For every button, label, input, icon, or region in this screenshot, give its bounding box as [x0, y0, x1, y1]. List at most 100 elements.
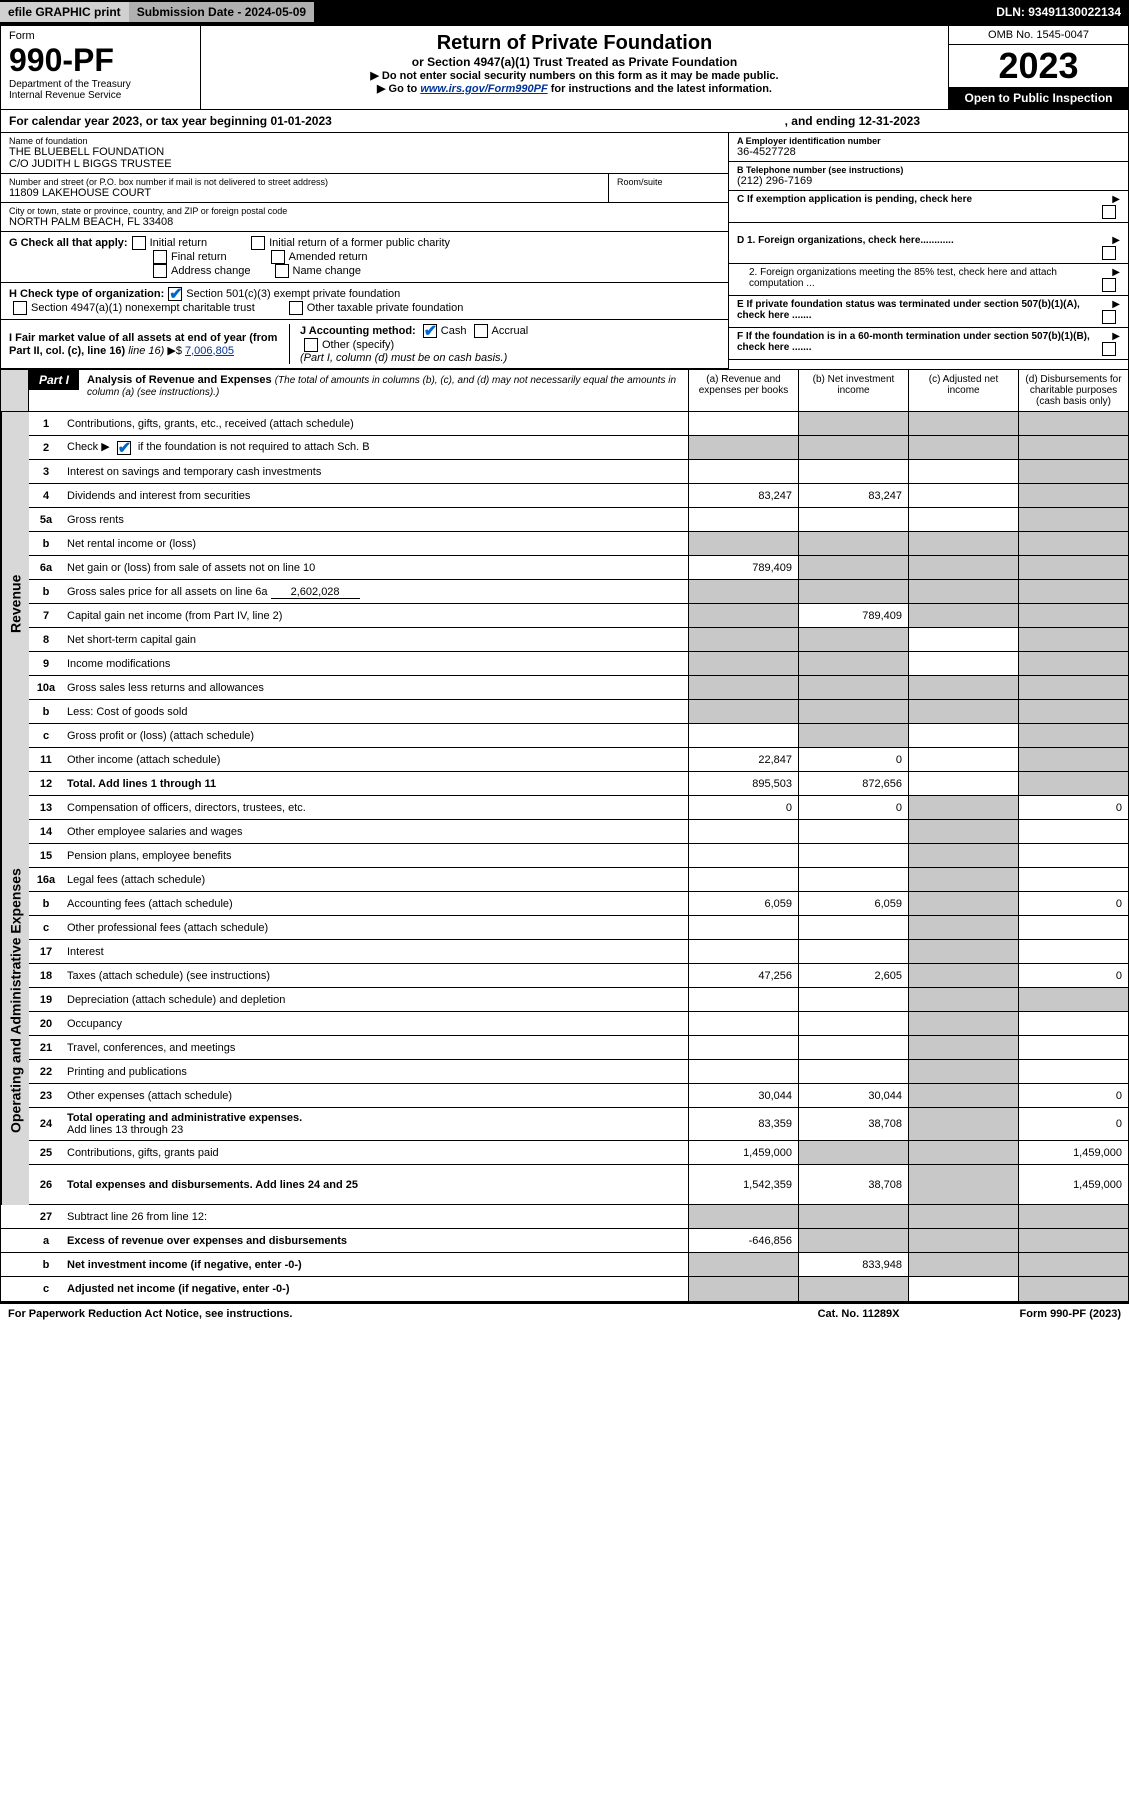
calendar-row: For calendar year 2023, or tax year begi…	[0, 110, 1129, 133]
dln: DLN: 93491130022134	[996, 5, 1129, 19]
h-row: H Check type of organization: Section 50…	[1, 283, 728, 320]
revenue-side-label: Revenue	[1, 412, 29, 796]
opt-initial-former: Initial return of a former public charit…	[269, 237, 450, 249]
chk-cash[interactable]	[423, 324, 437, 338]
part1-title: Analysis of Revenue and Expenses	[87, 374, 272, 386]
l19-desc: Depreciation (attach schedule) and deple…	[63, 990, 688, 1010]
addr-label: Number and street (or P.O. box number if…	[9, 177, 600, 187]
chk-other-acct[interactable]	[304, 338, 318, 352]
l26-a: 1,542,359	[688, 1165, 798, 1204]
c-checkbox[interactable]	[1102, 205, 1116, 219]
chk-name[interactable]	[275, 264, 289, 278]
ij-row: I Fair market value of all assets at end…	[1, 320, 728, 369]
l17-desc: Interest	[63, 942, 688, 962]
l25-a: 1,459,000	[688, 1141, 798, 1164]
l12-a: 895,503	[688, 772, 798, 795]
chk-initial-former[interactable]	[251, 236, 265, 250]
chk-4947[interactable]	[13, 301, 27, 315]
l16c-desc: Other professional fees (attach schedule…	[63, 918, 688, 938]
l4-a: 83,247	[688, 484, 798, 507]
l22-desc: Printing and publications	[63, 1062, 688, 1082]
chk-amended[interactable]	[271, 250, 285, 264]
l20-desc: Occupancy	[63, 1014, 688, 1034]
l4-desc: Dividends and interest from securities	[63, 486, 688, 506]
d2-chk[interactable]	[1102, 278, 1116, 292]
opt-cash: Cash	[441, 325, 467, 337]
d1-chk[interactable]	[1102, 246, 1116, 260]
l24-b: 38,708	[798, 1108, 908, 1140]
l16b-d: 0	[1018, 892, 1128, 915]
city-value: NORTH PALM BEACH, FL 33408	[9, 216, 720, 228]
l27c-desc: Adjusted net income (if negative, enter …	[63, 1279, 688, 1299]
note-ssn: ▶ Do not enter social security numbers o…	[221, 69, 928, 82]
dept-irs: Internal Revenue Service	[9, 90, 192, 101]
l10b-desc: Less: Cost of goods sold	[63, 702, 688, 722]
opt-4947: Section 4947(a)(1) nonexempt charitable …	[31, 302, 255, 314]
l5b-desc: Net rental income or (loss)	[63, 534, 688, 554]
efile-label[interactable]: efile GRAPHIC print	[0, 2, 129, 22]
room-col: Room/suite	[608, 174, 728, 202]
col-d-header: (d) Disbursements for charitable purpose…	[1018, 370, 1128, 411]
i-arrow: ▶$	[167, 345, 182, 357]
c-cell: C If exemption application is pending, c…	[729, 191, 1128, 223]
footer: For Paperwork Reduction Act Notice, see …	[0, 1303, 1129, 1324]
e-label: E If private foundation status was termi…	[737, 299, 1090, 321]
expenses-side-label: Operating and Administrative Expenses	[1, 796, 29, 1205]
l14-desc: Other employee salaries and wages	[63, 822, 688, 842]
footer-left: For Paperwork Reduction Act Notice, see …	[8, 1308, 292, 1320]
submission-date: Submission Date - 2024-05-09	[129, 2, 314, 22]
name-label: Name of foundation	[9, 136, 720, 146]
chk-address[interactable]	[153, 264, 167, 278]
note-link: ▶ Go to www.irs.gov/Form990PF for instru…	[221, 82, 928, 95]
l1-desc: Contributions, gifts, grants, etc., rece…	[63, 414, 688, 434]
irs-link[interactable]: www.irs.gov/Form990PF	[420, 83, 547, 95]
c-label: C If exemption application is pending, c…	[737, 194, 1090, 205]
note-pre: ▶ Go to	[377, 83, 420, 95]
fmv-value[interactable]: 7,006,805	[185, 345, 234, 357]
opt-address: Address change	[171, 265, 251, 277]
l21-desc: Travel, conferences, and meetings	[63, 1038, 688, 1058]
opt-501c3: Section 501(c)(3) exempt private foundat…	[186, 288, 400, 300]
chk-other-tax[interactable]	[289, 301, 303, 315]
l27a-a: -646,856	[688, 1229, 798, 1252]
opt-final: Final return	[171, 251, 227, 263]
l18-b: 2,605	[798, 964, 908, 987]
footer-mid: Cat. No. 11289X	[818, 1308, 900, 1320]
l16a-desc: Legal fees (attach schedule)	[63, 870, 688, 890]
l27b-b: 833,948	[798, 1253, 908, 1276]
form-number: 990-PF	[9, 42, 192, 79]
info-right: A Employer identification number 36-4527…	[728, 133, 1128, 232]
l27a-desc: Excess of revenue over expenses and disb…	[63, 1231, 688, 1251]
chk-schb[interactable]	[117, 441, 131, 455]
e-chk[interactable]	[1102, 310, 1116, 324]
l24-a: 83,359	[688, 1108, 798, 1140]
info-left: Name of foundation THE BLUEBELL FOUNDATI…	[1, 133, 728, 232]
opt-initial: Initial return	[150, 237, 207, 249]
tel-label: B Telephone number (see instructions)	[737, 165, 1120, 175]
chk-501c3[interactable]	[168, 287, 182, 301]
l24-d: 0	[1018, 1108, 1128, 1140]
tel-value: (212) 296-7169	[737, 175, 1120, 187]
l18-desc: Taxes (attach schedule) (see instruction…	[63, 966, 688, 986]
l25-desc: Contributions, gifts, grants paid	[63, 1143, 688, 1163]
chk-final[interactable]	[153, 250, 167, 264]
l26-desc: Total expenses and disbursements. Add li…	[63, 1175, 688, 1195]
l13-a: 0	[688, 796, 798, 819]
l7-desc: Capital gain net income (from Part IV, l…	[63, 606, 688, 626]
chk-accrual[interactable]	[474, 324, 488, 338]
l11-b: 0	[798, 748, 908, 771]
opt-amended: Amended return	[289, 251, 368, 263]
f-chk[interactable]	[1102, 342, 1116, 356]
tax-year: 2023	[949, 45, 1128, 87]
header-right: OMB No. 1545-0047 2023 Open to Public In…	[948, 26, 1128, 109]
header-center: Return of Private Foundation or Section …	[201, 26, 948, 109]
opt-other-acct: Other (specify)	[322, 339, 394, 351]
l13-b: 0	[798, 796, 908, 819]
header-left: Form 990-PF Department of the Treasury I…	[1, 26, 201, 109]
dept-treasury: Department of the Treasury	[9, 79, 192, 90]
form-subtitle: or Section 4947(a)(1) Trust Treated as P…	[221, 55, 928, 69]
chk-initial[interactable]	[132, 236, 146, 250]
l10a-desc: Gross sales less returns and allowances	[63, 678, 688, 698]
foundation-name: THE BLUEBELL FOUNDATION	[9, 146, 720, 158]
trustee-name: C/O JUDITH L BIGGS TRUSTEE	[9, 158, 720, 170]
